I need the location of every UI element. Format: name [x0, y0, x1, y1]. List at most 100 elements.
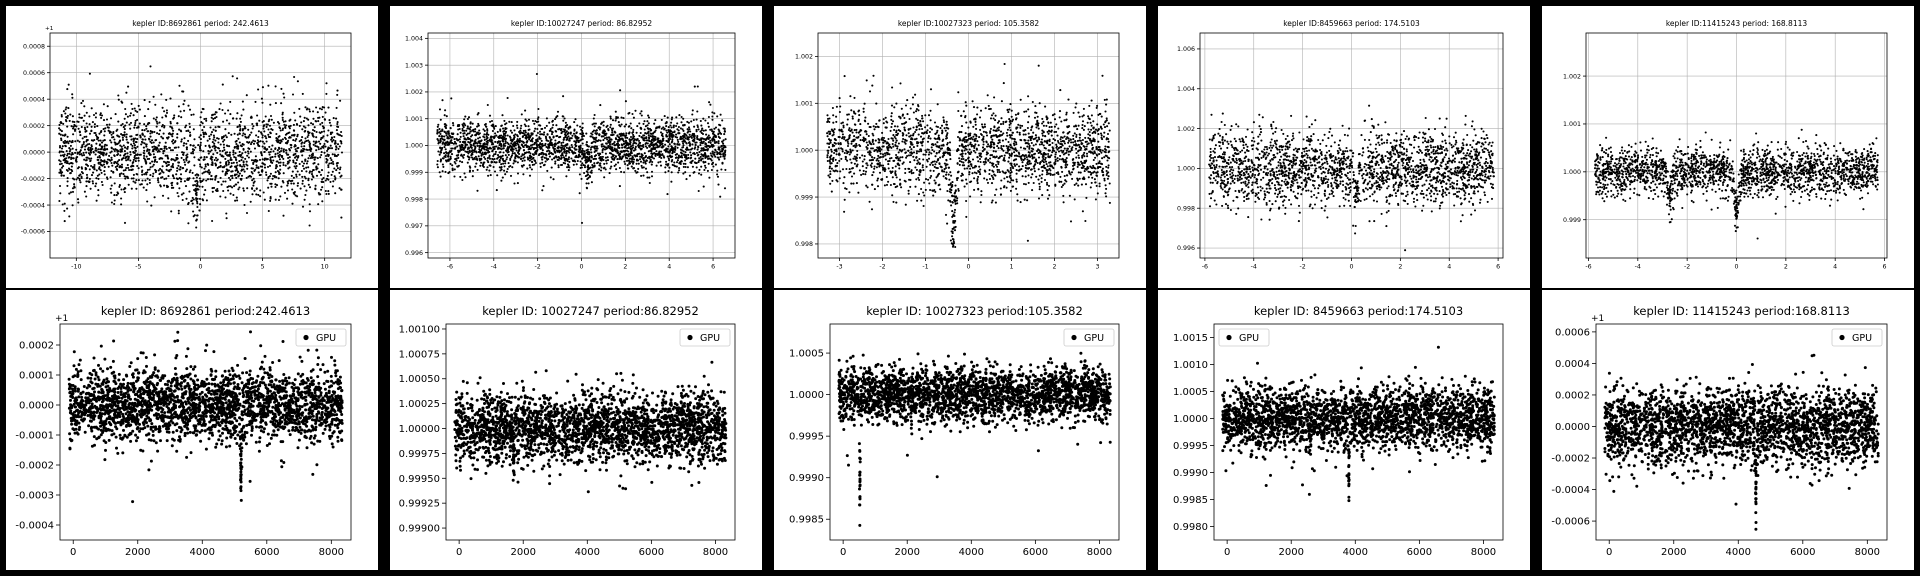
- data-point: [97, 148, 100, 151]
- data-point: [149, 135, 152, 138]
- data-point: [639, 112, 642, 115]
- data-point: [611, 143, 614, 146]
- data-point: [241, 156, 244, 159]
- data-point: [718, 148, 721, 151]
- data-point: [581, 129, 584, 133]
- data-point: [131, 147, 134, 150]
- data-point: [229, 156, 232, 160]
- data-point: [303, 116, 306, 119]
- data-point: [232, 149, 235, 152]
- data-point: [140, 170, 144, 174]
- data-point: [536, 117, 539, 121]
- data-point: [566, 163, 570, 166]
- data-point: [123, 131, 126, 134]
- data-point: [141, 129, 144, 132]
- data-point: [59, 154, 62, 157]
- data-point: [681, 152, 684, 155]
- data-point: [143, 152, 146, 155]
- data-point: [130, 168, 133, 171]
- data-point: [214, 126, 217, 129]
- data-point: [498, 155, 501, 158]
- data-point: [549, 176, 552, 179]
- data-point: [66, 135, 69, 138]
- data-point: [171, 149, 174, 152]
- data-point: [275, 139, 278, 142]
- data-point: [666, 164, 669, 167]
- data-point: [177, 115, 180, 118]
- data-point: [296, 184, 299, 187]
- data-point: [103, 160, 106, 163]
- data-point: [629, 141, 632, 144]
- data-point: [318, 193, 321, 196]
- data-point: [137, 157, 140, 160]
- data-point: [294, 152, 297, 155]
- data-point: [509, 139, 512, 142]
- data-point: [124, 187, 127, 190]
- data-point: [495, 145, 498, 148]
- data-point: [683, 153, 686, 156]
- data-point: [705, 133, 708, 136]
- data-point: [265, 158, 268, 161]
- data-point: [219, 102, 222, 105]
- data-point: [142, 157, 146, 160]
- data-point: [195, 185, 198, 188]
- data-point: [120, 133, 123, 136]
- data-point: [638, 122, 641, 125]
- data-point: [62, 140, 65, 144]
- data-point: [645, 159, 648, 162]
- data-point: [286, 160, 290, 163]
- data-point: [671, 138, 674, 141]
- data-point: [308, 143, 311, 146]
- data-point: [618, 146, 621, 149]
- data-point: [607, 128, 610, 131]
- data-point: [709, 103, 712, 106]
- data-point: [571, 146, 574, 149]
- data-point: [620, 151, 623, 154]
- data-point: [438, 127, 441, 131]
- data-point: [235, 173, 238, 176]
- data-point: [609, 167, 612, 170]
- data-point: [221, 83, 224, 86]
- data-point: [613, 148, 616, 151]
- data-point: [474, 150, 478, 153]
- data-point: [295, 175, 298, 178]
- data-point: [73, 183, 76, 186]
- data-point: [622, 140, 625, 143]
- data-point: [600, 135, 603, 138]
- data-point: [148, 151, 151, 154]
- data-point: [617, 161, 620, 164]
- data-point: [301, 141, 304, 144]
- data-point: [670, 130, 673, 133]
- data-point: [278, 135, 281, 138]
- data-point: [701, 127, 704, 130]
- data-point: [300, 145, 303, 148]
- data-point: [680, 160, 683, 163]
- data-point: [589, 148, 592, 151]
- data-point: [516, 161, 519, 164]
- data-point: [632, 158, 636, 161]
- data-point: [723, 133, 726, 136]
- data-point: [714, 135, 717, 138]
- data-point: [568, 151, 571, 154]
- data-point: [260, 97, 263, 100]
- data-point: [704, 119, 707, 122]
- data-point: [165, 165, 168, 168]
- data-point: [246, 164, 249, 167]
- data-point: [670, 180, 673, 183]
- data-point: [112, 148, 115, 151]
- data-point: [94, 149, 97, 152]
- data-point: [284, 149, 288, 152]
- data-point: [143, 99, 146, 102]
- data-point: [185, 146, 188, 149]
- data-point: [553, 147, 557, 150]
- data-point: [527, 136, 530, 139]
- data-point: [151, 130, 154, 133]
- data-point: [303, 141, 306, 145]
- data-point: [327, 146, 330, 149]
- data-point: [494, 150, 497, 153]
- data-point: [304, 106, 307, 109]
- data-point: [312, 117, 315, 120]
- data-point: [94, 153, 97, 156]
- data-point: [464, 145, 467, 148]
- data-point: [645, 139, 648, 142]
